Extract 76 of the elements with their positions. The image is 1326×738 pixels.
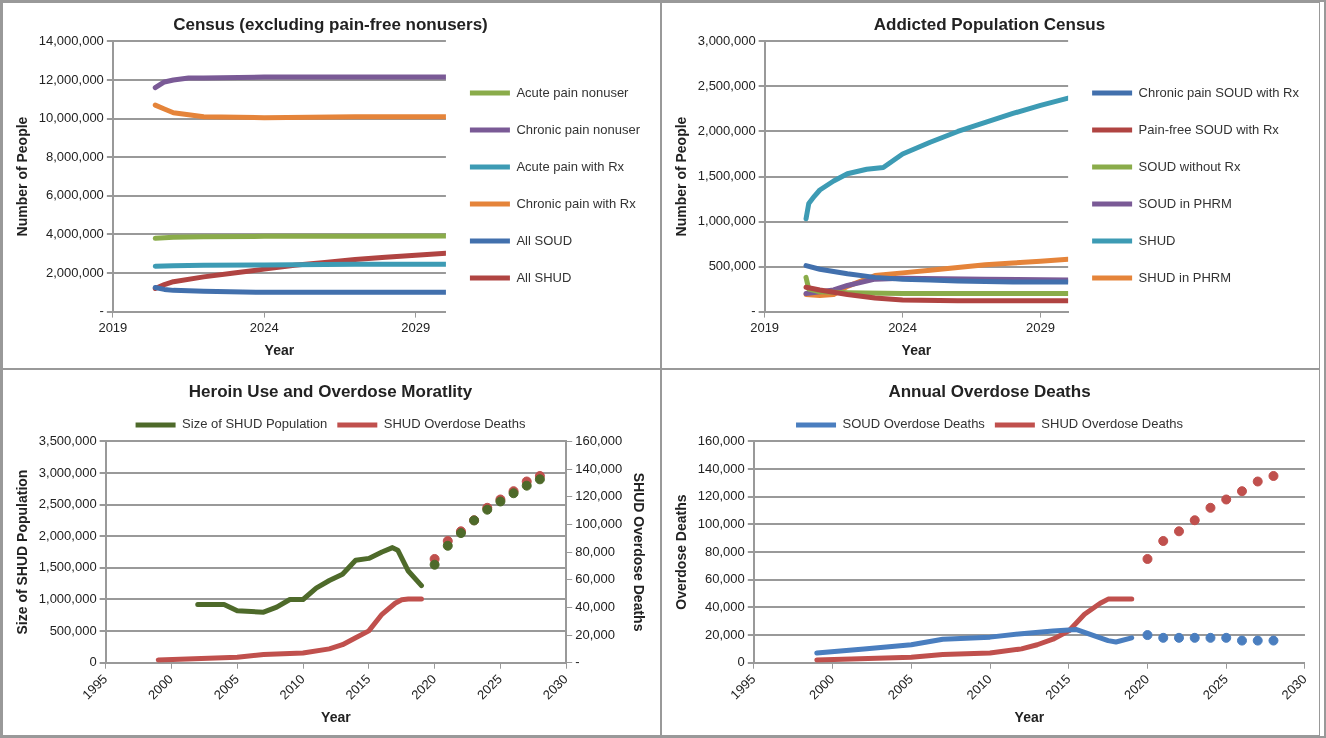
- y-tick-label: 3,500,000: [38, 432, 97, 448]
- x-tick-label: 2019: [98, 319, 128, 335]
- y-tick-label: 2,500,000: [38, 496, 97, 512]
- y2-tick-label: 40,000: [575, 598, 615, 614]
- legend-label: SHUD Overdose Deaths: [383, 416, 526, 432]
- y-axis-title: Number of People: [14, 116, 31, 237]
- y-tick-label: 1,500,000: [38, 559, 97, 575]
- y-tick-label: 0: [89, 654, 97, 670]
- legend-label: SOUD Overdose Deaths: [842, 416, 986, 432]
- x-tick-label: 2019: [750, 319, 780, 335]
- y-tick-label: 1,000,000: [38, 591, 97, 607]
- y2-tick-label: 160,000: [575, 432, 623, 448]
- y-tick-label: 140,000: [697, 460, 745, 476]
- x-tick-label: 2024: [888, 319, 918, 335]
- y-tick-label: 500,000: [49, 622, 97, 638]
- legend-label: Size of SHUD Population: [182, 416, 328, 432]
- y-tick-label: 60,000: [705, 571, 745, 587]
- legend-label: All SOUD: [516, 232, 573, 248]
- legend-label: Chronic pain SOUD with Rx: [1138, 84, 1300, 100]
- legend-label: SOUD without Rx: [1138, 158, 1241, 174]
- chart-title: Census (excluding pain-free nonusers): [173, 14, 488, 34]
- x-axis-title: Year: [321, 709, 352, 726]
- y-axis-title: Size of SHUD Population: [14, 469, 31, 635]
- legend-label: Acute pain with Rx: [516, 158, 625, 174]
- legend-label: SOUD in PHRM: [1138, 195, 1232, 211]
- legend-label: Chronic pain nonuser: [516, 121, 641, 137]
- legend-label: Acute pain nonuser: [516, 84, 630, 100]
- y-tick-label: 6,000,000: [46, 187, 104, 203]
- y2-tick-label: 60,000: [575, 571, 615, 587]
- y-tick-label: 2,000,000: [38, 527, 97, 543]
- y-tick-label: 2,000,000: [697, 123, 756, 139]
- legend-label: SHUD in PHRM: [1138, 269, 1232, 285]
- y-tick-label: 1,000,000: [697, 213, 756, 229]
- y2-tick-label: -: [575, 654, 580, 670]
- legend-label: Chronic pain with Rx: [516, 195, 637, 211]
- chart-title: Heroin Use and Overdose Moratlity: [188, 381, 473, 401]
- y-tick-label: 14,000,000: [38, 32, 104, 48]
- y-tick-label: 80,000: [705, 543, 745, 559]
- y-tick-label: 0: [737, 654, 745, 670]
- y2-tick-label: 140,000: [575, 460, 623, 476]
- y-tick-label: 160,000: [697, 432, 745, 448]
- legend-label: Pain-free SOUD with Rx: [1138, 121, 1280, 137]
- y2-tick-label: 20,000: [575, 626, 615, 642]
- x-axis-title: Year: [264, 342, 295, 359]
- legend-label: All SHUD: [516, 269, 572, 285]
- y-tick-label: 10,000,000: [38, 110, 104, 126]
- y2-tick-label: 120,000: [575, 488, 623, 504]
- y-tick-label: 3,000,000: [38, 464, 97, 480]
- y-tick-label: -: [99, 303, 104, 319]
- y-tick-label: 100,000: [697, 515, 745, 531]
- x-tick-label: 2029: [1026, 319, 1055, 335]
- x-axis-title: Year: [1014, 709, 1045, 726]
- chart-title: Addicted Population Census: [873, 14, 1106, 34]
- y-tick-label: 40,000: [705, 598, 745, 614]
- y-tick-label: -: [751, 303, 756, 319]
- legend-label: SHUD: [1138, 232, 1176, 248]
- x-axis-title: Year: [901, 342, 932, 359]
- y2-tick-label: 80,000: [575, 543, 615, 559]
- y-axis-title: Overdose Deaths: [673, 494, 690, 610]
- y-tick-label: 4,000,000: [46, 225, 104, 241]
- y-tick-label: 1,500,000: [697, 168, 756, 184]
- y-axis-title: Number of People: [673, 116, 690, 237]
- y2-tick-label: 100,000: [575, 515, 623, 531]
- legend-label: SHUD Overdose Deaths: [1041, 416, 1184, 432]
- y-tick-label: 2,500,000: [697, 78, 756, 94]
- x-tick-label: 2029: [401, 319, 431, 335]
- y-tick-label: 3,000,000: [697, 32, 756, 48]
- y-tick-label: 2,000,000: [46, 264, 104, 280]
- y-tick-label: 8,000,000: [46, 148, 104, 164]
- y-tick-label: 20,000: [705, 626, 745, 642]
- x-tick-label: 2024: [249, 319, 279, 335]
- y-tick-label: 120,000: [697, 488, 745, 504]
- y2-axis-title: SHUD Overdose Deaths: [630, 472, 647, 632]
- y-tick-label: 500,000: [708, 258, 756, 274]
- chart-title: Annual Overdose Deaths: [888, 381, 1091, 401]
- y-tick-label: 12,000,000: [38, 71, 104, 87]
